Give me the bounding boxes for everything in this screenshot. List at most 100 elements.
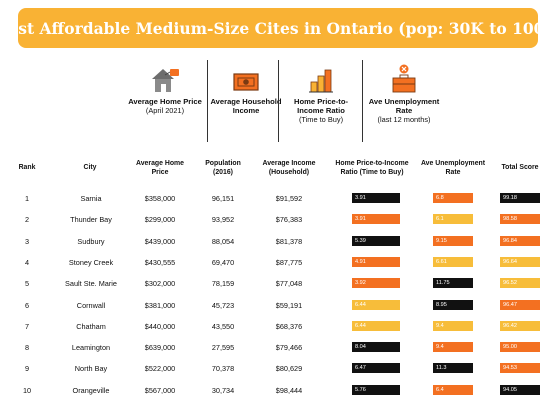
home-price-cell: $440,000 bbox=[144, 321, 176, 331]
city-cell: Leamington bbox=[71, 343, 111, 353]
header-home-price: Average Home Price bbox=[136, 160, 184, 176]
header-city: City bbox=[83, 164, 97, 171]
legend-ratio: Home Price-to-Income Ratio (Time to Buy) bbox=[281, 62, 361, 144]
population-cell: 93,952 bbox=[211, 215, 235, 225]
income-cell: $98,444 bbox=[275, 385, 303, 395]
header-population: Population (2016) bbox=[205, 160, 241, 176]
unemployment-bar: 9.4 bbox=[433, 320, 473, 331]
city-cell: Thunder Bay bbox=[70, 215, 112, 225]
unemployment-bar: 8.95 bbox=[433, 299, 473, 310]
table-row: 3 Sudbury $439,000 88,054 $81,378 5.39 9.15 96.… bbox=[0, 231, 555, 252]
rank-cell: 6 bbox=[24, 300, 30, 310]
total-score-bar: 94.53 bbox=[500, 363, 540, 374]
population-cell: 78,159 bbox=[211, 279, 235, 289]
total-score-bar: 96.64 bbox=[500, 256, 540, 267]
page-title: Most Affordable Medium-Size Cites in Ont… bbox=[0, 18, 555, 38]
ratio-bar: 6.47 bbox=[352, 363, 400, 374]
table-row: 7 Chatham $440,000 43,550 $68,376 6.44 9.4 96.4… bbox=[0, 316, 555, 337]
population-cell: 43,550 bbox=[211, 321, 235, 331]
unemployment-bar: 9.15 bbox=[433, 235, 473, 246]
header-income: Average Income (Household) bbox=[262, 160, 316, 176]
legend-sublabel: (last 12 months) bbox=[377, 115, 431, 124]
legend-household-income: Average Household Income bbox=[206, 62, 286, 144]
rank-cell: 8 bbox=[24, 343, 30, 353]
total-score-bar: 96.42 bbox=[500, 320, 540, 331]
title-banner: Most Affordable Medium-Size Cites in Ont… bbox=[0, 8, 555, 48]
population-cell: 69,470 bbox=[211, 257, 235, 267]
income-cell: $81,378 bbox=[275, 236, 303, 246]
income-cell: $91,592 bbox=[275, 194, 303, 203]
home-price-cell: $299,000 bbox=[144, 215, 176, 225]
home-price-cell: $358,000 bbox=[144, 194, 176, 203]
population-cell: 70,378 bbox=[211, 364, 235, 374]
home-price-cell: $430,555 bbox=[144, 257, 176, 267]
header-rank: Rank bbox=[18, 164, 36, 171]
house-price-icon bbox=[125, 62, 205, 94]
ratio-bar: 3.91 bbox=[352, 214, 400, 225]
legend-sublabel: (April 2021) bbox=[145, 106, 185, 115]
unemployment-bar: 9.4 bbox=[433, 342, 473, 353]
legend-label: Ave Unemployment Rate bbox=[368, 97, 440, 115]
rank-cell: 9 bbox=[24, 364, 30, 374]
population-cell: 45,723 bbox=[211, 300, 235, 310]
unemployment-bar: 6.8 bbox=[433, 193, 473, 203]
ratio-bar: 6.44 bbox=[352, 320, 400, 331]
income-cell: $87,775 bbox=[275, 257, 303, 267]
total-score-bar: 96.84 bbox=[500, 235, 540, 246]
total-score-bar: 96.52 bbox=[500, 278, 540, 289]
income-cell: $77,048 bbox=[275, 279, 303, 289]
ratio-bar: 4.91 bbox=[352, 256, 400, 267]
legend-label: Home Price-to-Income Ratio bbox=[293, 97, 348, 115]
city-cell: Sarnia bbox=[80, 194, 102, 203]
legend-home-price: Average Home Price (April 2021) bbox=[125, 62, 205, 144]
total-score-bar: 95.00 bbox=[500, 342, 540, 353]
home-price-cell: $381,000 bbox=[144, 300, 176, 310]
city-cell: Orangeville bbox=[72, 385, 110, 395]
ratio-bar: 3.92 bbox=[352, 278, 400, 289]
total-score-bar: 99.18 bbox=[500, 193, 540, 203]
legend-divider bbox=[362, 60, 363, 142]
rank-cell: 4 bbox=[24, 257, 30, 267]
legend-sublabel: (Time to Buy) bbox=[298, 115, 344, 124]
total-score-bar: 98.58 bbox=[500, 214, 540, 225]
income-cell: $80,629 bbox=[275, 364, 303, 374]
city-cell: Stoney Creek bbox=[68, 257, 114, 267]
income-cell: $76,383 bbox=[275, 215, 303, 225]
unemployment-bar: 6.61 bbox=[433, 256, 473, 267]
legend-divider bbox=[207, 60, 208, 142]
unemployment-bar: 6.1 bbox=[433, 214, 473, 225]
total-score-bar: 96.47 bbox=[500, 299, 540, 310]
home-price-cell: $639,000 bbox=[144, 343, 176, 353]
rank-cell: 7 bbox=[24, 321, 30, 331]
briefcase-x-icon bbox=[364, 62, 444, 94]
population-cell: 30,734 bbox=[211, 385, 235, 395]
ratio-bar: 5.76 bbox=[352, 384, 400, 395]
city-cell: Sault Ste. Marie bbox=[65, 279, 117, 289]
ratio-bar: 8.04 bbox=[352, 342, 400, 353]
table-row: 8 Leamington $639,000 27,595 $79,466 8.04 9.4 9… bbox=[0, 337, 555, 358]
rank-cell: 1 bbox=[24, 194, 30, 203]
income-cell: $79,466 bbox=[275, 343, 303, 353]
legend-label: Average Household Income bbox=[210, 97, 282, 115]
table-row: 6 Cornwall $381,000 45,723 $59,191 6.44 8.95 96… bbox=[0, 295, 555, 316]
legend-divider bbox=[278, 60, 279, 142]
table-row: 4 Stoney Creek $430,555 69,470 $87,775 4.91 6.… bbox=[0, 252, 555, 273]
population-cell: 88,054 bbox=[211, 236, 235, 246]
population-cell: 96,151 bbox=[211, 194, 235, 203]
money-bill-icon bbox=[206, 62, 286, 94]
home-price-cell: $302,000 bbox=[144, 279, 176, 289]
rank-cell: 10 bbox=[22, 385, 32, 395]
bar-chart-icon bbox=[281, 62, 361, 94]
unemployment-bar: 6.4 bbox=[433, 384, 473, 395]
table-row: 5 Sault Ste. Marie $302,000 78,159 $77,048 3.… bbox=[0, 273, 555, 294]
header-unemployment: Ave Unemployment Rate bbox=[420, 160, 486, 176]
table-row: 10 Orangeville $567,000 30,734 $98,444 5.76 6.… bbox=[0, 380, 555, 401]
ratio-bar: 3.91 bbox=[352, 193, 400, 203]
header-ratio: Home Price-to-Income Ratio (Time to Buy) bbox=[335, 160, 409, 176]
ratio-bar: 5.39 bbox=[352, 235, 400, 246]
table-row: 2 Thunder Bay $299,000 93,952 $76,383 3.91 6.1… bbox=[0, 209, 555, 230]
income-cell: $68,376 bbox=[275, 321, 303, 331]
unemployment-bar: 11.3 bbox=[433, 363, 473, 374]
income-cell: $59,191 bbox=[275, 300, 303, 310]
city-cell: North Bay bbox=[74, 364, 108, 374]
